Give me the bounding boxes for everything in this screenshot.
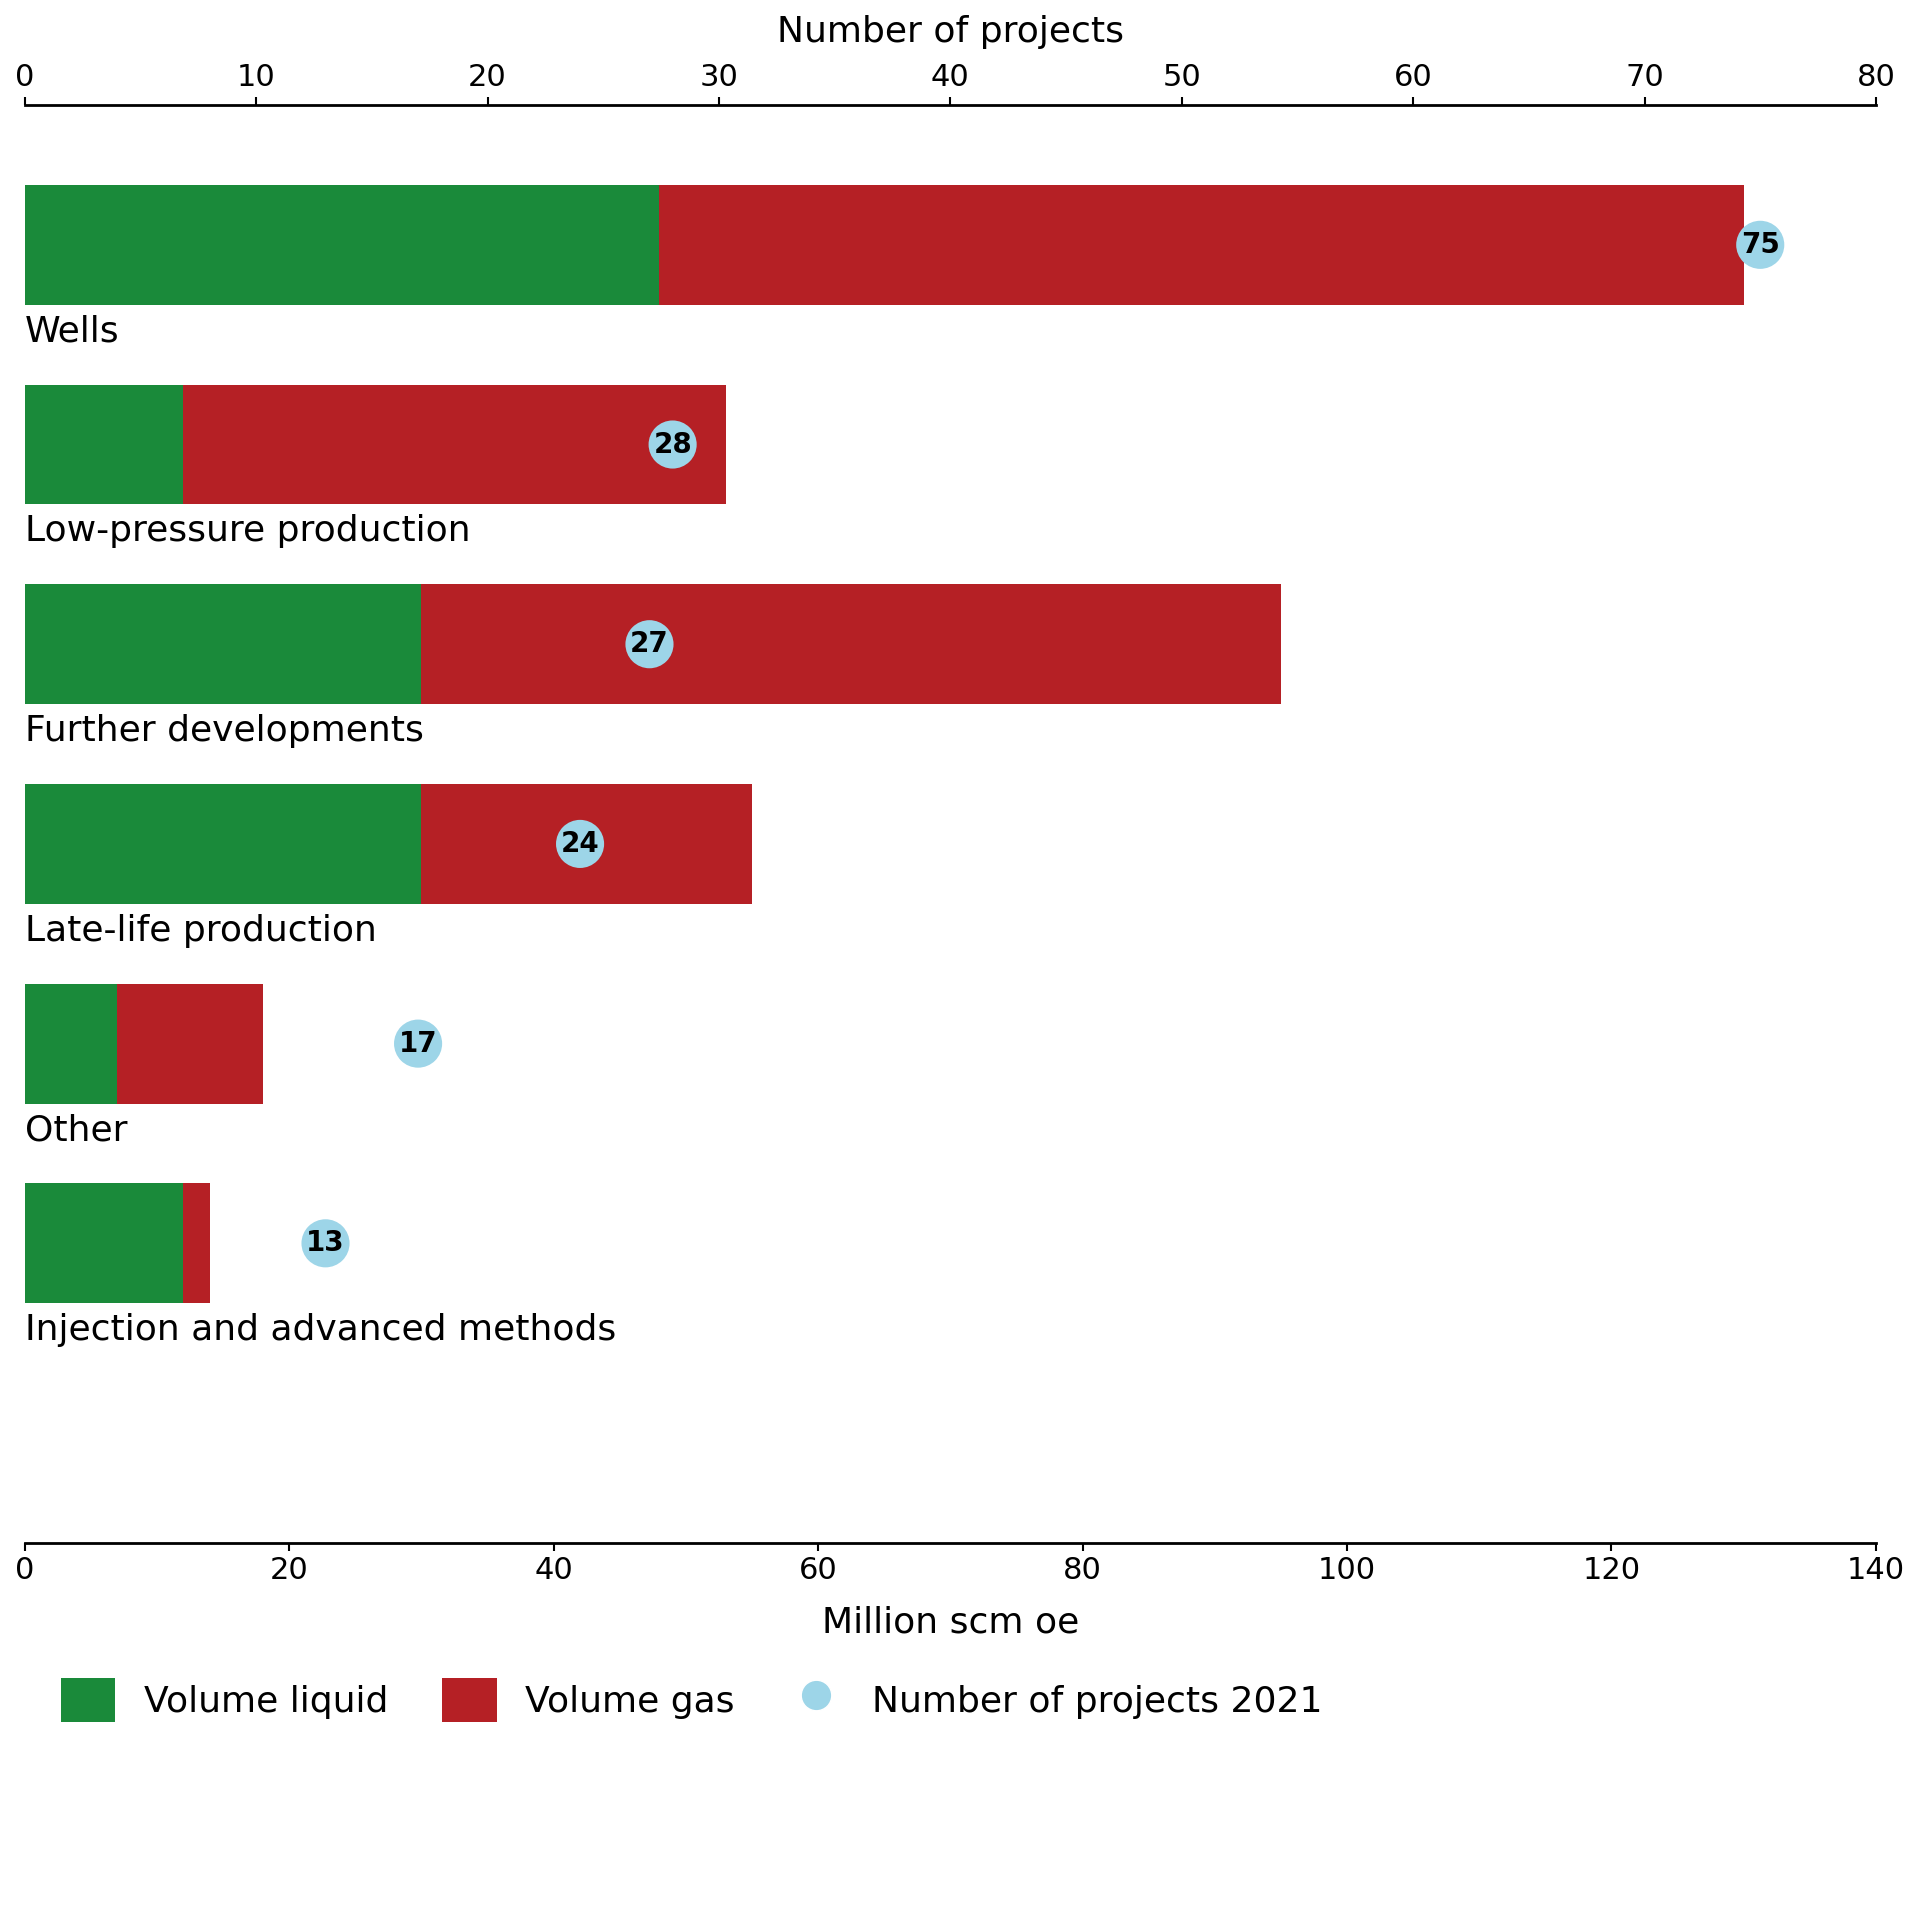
Legend: Volume liquid, Volume gas, Number of projects 2021: Volume liquid, Volume gas, Number of pro… bbox=[42, 1659, 1340, 1740]
Point bbox=[657, 429, 687, 459]
Bar bbox=[25, 385, 184, 505]
Text: 17: 17 bbox=[399, 1030, 438, 1058]
Text: 75: 75 bbox=[1741, 232, 1780, 258]
Text: 13: 13 bbox=[305, 1229, 346, 1257]
Bar bbox=[184, 385, 726, 505]
X-axis label: Number of projects: Number of projects bbox=[778, 15, 1123, 50]
Point bbox=[403, 1028, 434, 1058]
Text: 24: 24 bbox=[561, 831, 599, 857]
Text: Injection and advanced methods: Injection and advanced methods bbox=[25, 1313, 616, 1347]
Bar bbox=[25, 186, 659, 304]
Bar bbox=[420, 584, 1281, 704]
Bar bbox=[184, 1183, 209, 1303]
Bar bbox=[25, 584, 420, 704]
Bar bbox=[117, 984, 263, 1104]
Text: Low-pressure production: Low-pressure production bbox=[25, 515, 470, 549]
Text: 27: 27 bbox=[630, 630, 668, 658]
Text: Other: Other bbox=[25, 1114, 127, 1148]
X-axis label: Million scm oe: Million scm oe bbox=[822, 1606, 1079, 1640]
Text: 28: 28 bbox=[653, 431, 691, 459]
Text: Late-life production: Late-life production bbox=[25, 913, 376, 947]
Point bbox=[564, 829, 595, 859]
Text: Further developments: Further developments bbox=[25, 714, 424, 748]
Point bbox=[634, 630, 664, 660]
Bar bbox=[25, 1183, 184, 1303]
Point bbox=[1745, 230, 1776, 260]
Bar bbox=[420, 785, 753, 903]
Text: Wells: Wells bbox=[25, 314, 119, 348]
Bar bbox=[659, 186, 1743, 304]
Bar bbox=[25, 785, 420, 903]
Point bbox=[311, 1229, 342, 1259]
Bar bbox=[25, 984, 117, 1104]
